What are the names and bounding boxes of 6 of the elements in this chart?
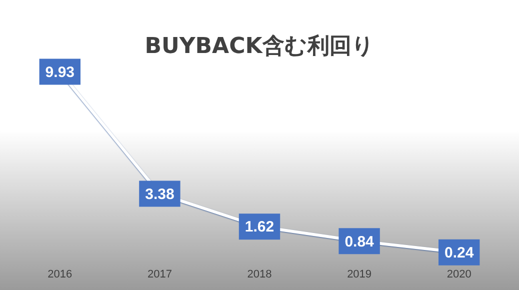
chart-title: BUYBACK含む利回り [144, 34, 374, 59]
x-tick-label: 2017 [147, 268, 172, 280]
x-tick-label: 2018 [247, 268, 272, 280]
x-tick-label: 2020 [446, 268, 472, 280]
x-tick-label: 2019 [347, 268, 372, 280]
x-tick-label: 2016 [48, 268, 72, 280]
